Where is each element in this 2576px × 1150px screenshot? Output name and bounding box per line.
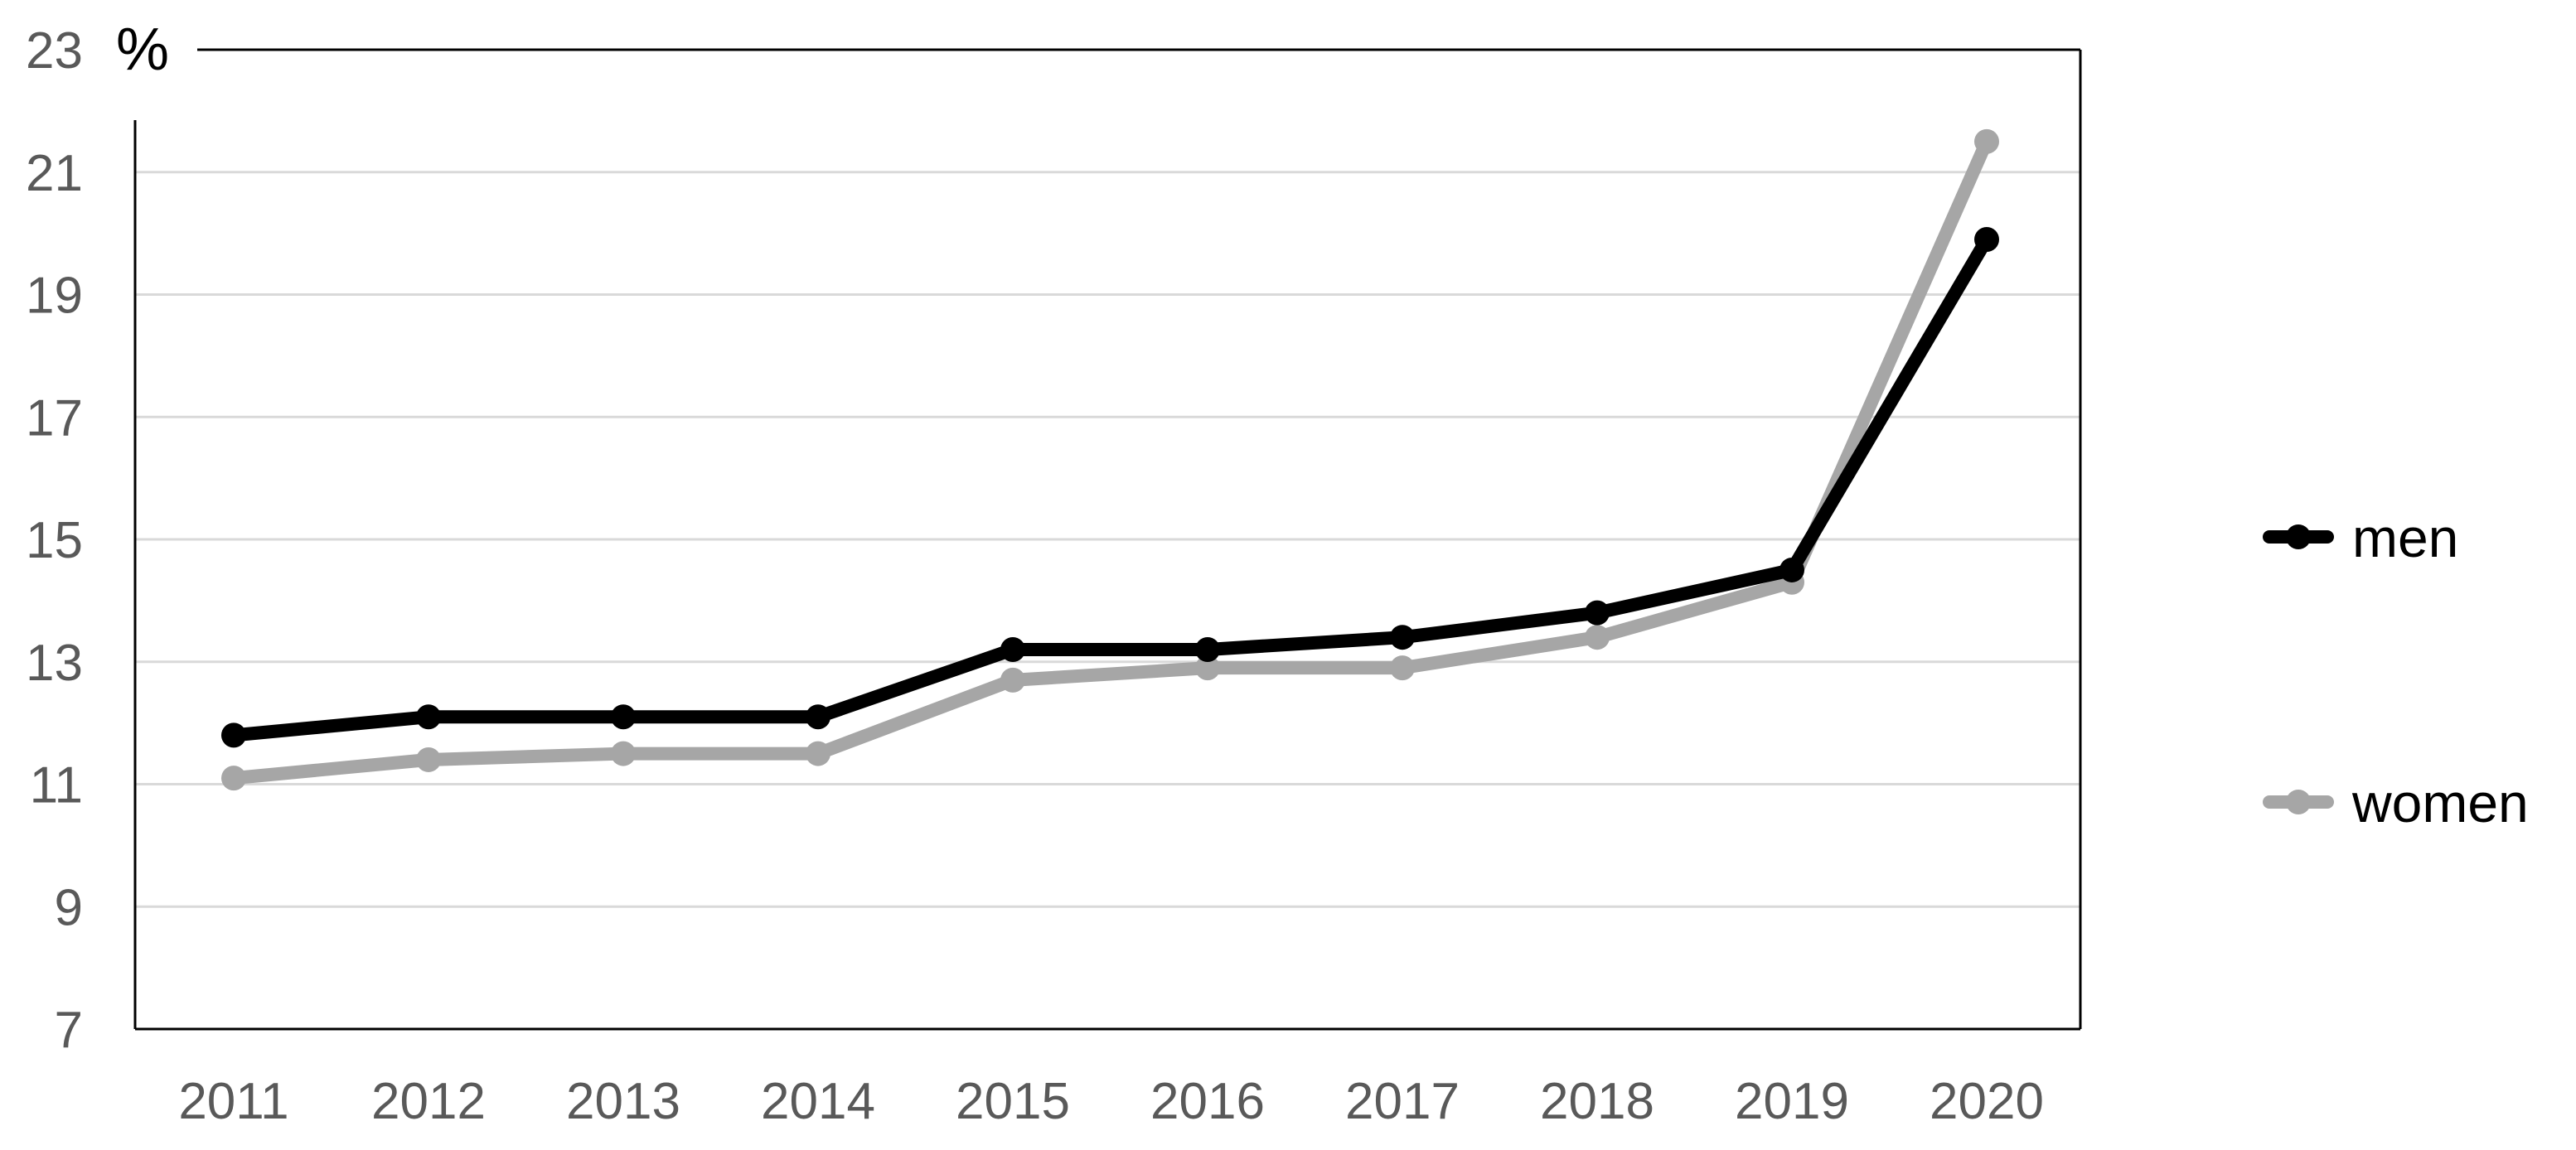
- data-point-men: [611, 704, 636, 730]
- y-tick-label: 15: [26, 512, 83, 569]
- data-point-men: [1779, 557, 1804, 582]
- plot-frame: [133, 48, 2082, 1031]
- legend-item-women: women: [2263, 772, 2529, 834]
- legend-swatch-marker: [2286, 524, 2311, 549]
- data-point-men: [1000, 636, 1025, 662]
- x-tick-label: 2018: [1540, 1073, 1654, 1130]
- data-point-men: [1585, 600, 1610, 626]
- x-tick-label: 2019: [1735, 1073, 1849, 1130]
- series-line-men: [227, 233, 1993, 742]
- y-tick-label: 13: [26, 635, 83, 692]
- data-point-men: [806, 704, 830, 730]
- data-point-women: [1000, 667, 1025, 693]
- x-tick-label: 2012: [371, 1073, 486, 1130]
- data-point-men: [1390, 625, 1415, 650]
- y-tick-label: 23: [26, 22, 83, 80]
- x-tick-label: 2016: [1150, 1073, 1265, 1130]
- y-tick-label: 7: [55, 1002, 83, 1059]
- x-tick-label: 2014: [761, 1073, 875, 1130]
- legend-item-men: men: [2263, 507, 2458, 568]
- y-axis-unit-label: %: [116, 17, 169, 83]
- y-tick-label: 17: [26, 389, 83, 447]
- y-axis-ticks: 7 9 11 13 15 17 19 21 23: [26, 22, 83, 1059]
- series-line-women: [227, 134, 1993, 785]
- data-point-men: [1974, 227, 1999, 253]
- x-tick-label: 2015: [956, 1073, 1070, 1130]
- legend-label: men: [2352, 507, 2458, 568]
- data-point-women: [1195, 655, 1220, 681]
- y-tick-label: 21: [26, 145, 83, 202]
- data-point-women: [221, 766, 246, 791]
- data-point-men: [1195, 636, 1220, 662]
- data-point-women: [611, 741, 636, 766]
- data-point-women: [1585, 625, 1610, 650]
- series-men: [221, 227, 1999, 748]
- x-tick-label: 2011: [178, 1073, 288, 1130]
- data-point-women: [1974, 128, 1999, 154]
- x-tick-label: 2017: [1345, 1073, 1460, 1130]
- series-women: [221, 128, 1999, 791]
- data-point-women: [1390, 655, 1415, 681]
- y-tick-label: 11: [30, 757, 83, 814]
- y-tick-label: 9: [55, 879, 83, 936]
- gridlines: [135, 171, 2080, 908]
- legend-label: women: [2351, 772, 2529, 834]
- x-tick-label: 2020: [1930, 1073, 2044, 1130]
- data-point-women: [806, 741, 830, 766]
- x-axis-ticks: 2011 2012 2013 2014 2015 2016 2017 2018 2019 2020: [178, 1073, 2044, 1130]
- data-point-women: [416, 747, 441, 772]
- legend: men women: [2263, 507, 2529, 834]
- data-point-men: [416, 704, 441, 730]
- y-tick-label: 19: [26, 268, 83, 325]
- series-lines: [221, 128, 1999, 791]
- data-point-men: [221, 722, 246, 748]
- legend-swatch-marker: [2286, 790, 2311, 814]
- x-tick-label: 2013: [566, 1073, 680, 1130]
